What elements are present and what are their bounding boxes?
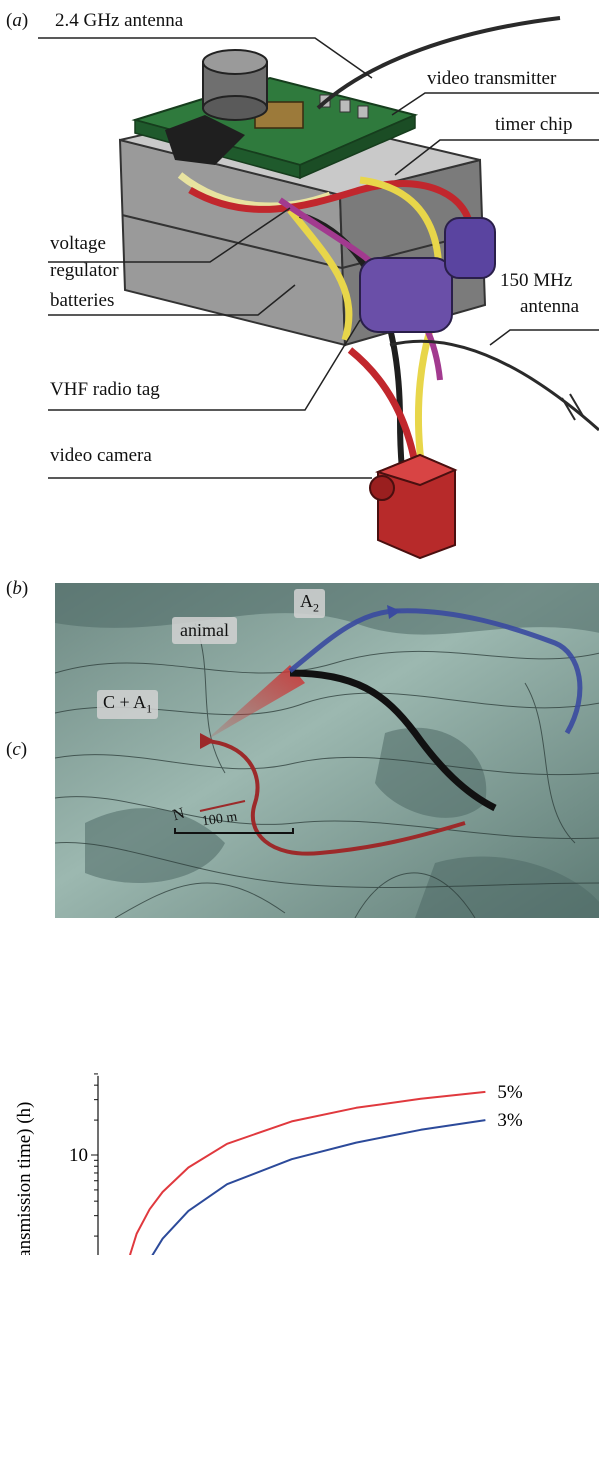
label-a2: A2 <box>294 589 325 618</box>
callout-timer-chip: timer chip <box>495 114 573 135</box>
series-line-3pct <box>151 1119 486 1255</box>
terrain-map <box>55 583 599 918</box>
panel-b-label: (b) <box>6 578 29 599</box>
antenna-150-wire <box>389 339 599 432</box>
leader-timer-chip <box>394 139 599 176</box>
callout-voltage-line1: voltage <box>50 233 106 254</box>
cylinder-component <box>202 49 268 121</box>
scale-bar <box>174 828 294 834</box>
callout-video-camera: video camera <box>50 445 152 466</box>
leader-batteries <box>48 284 296 316</box>
track-a2 <box>288 608 583 735</box>
label-animal: animal <box>172 617 237 644</box>
callout-video-transmitter: video transmitter <box>427 68 557 89</box>
transmission-chart: 0.11100100020003000bird mass (g)log (vid… <box>14 1073 523 1255</box>
camera-view-cone <box>205 665 305 741</box>
series-line-5pct <box>129 1090 486 1255</box>
a2-marker <box>387 605 401 619</box>
chart-series: 5%3% <box>129 1082 523 1255</box>
leader-video-transmitter <box>391 92 599 116</box>
panel-a: (a) <box>0 0 599 560</box>
video-camera <box>369 453 458 560</box>
chart-axes: 0.11100100020003000bird mass (g)log (vid… <box>14 1073 99 1255</box>
panel-a-label: (a) <box>6 10 29 31</box>
callout-150mhz-line2: antenna <box>520 296 580 317</box>
annotation-video-transmission-time: video-transmission time <box>266 1254 449 1255</box>
callout-voltage-line2: regulator <box>50 260 119 281</box>
leader-lines <box>38 37 599 479</box>
series-label-3pct: 3% <box>497 1110 522 1131</box>
terrain-relief <box>55 583 599 918</box>
callout-150mhz-line1: 150 MHz <box>500 270 573 291</box>
panel-b: (b) <box>0 570 599 728</box>
vhf-radio-tag <box>359 217 496 333</box>
panel-c-label: (c) <box>6 739 28 760</box>
y-tick-label: 10 <box>69 1145 88 1166</box>
leader-voltage-regulator <box>48 207 291 263</box>
leader-150mhz <box>489 329 599 346</box>
c-a1-marker <box>200 733 215 749</box>
north-arrow <box>199 800 246 812</box>
antenna-24-wire <box>316 16 561 110</box>
chart-annotations: video-transmission timerealised video re… <box>266 1254 449 1255</box>
track-c-a1 <box>204 739 466 856</box>
device-illustration <box>38 16 599 560</box>
callout-batteries: batteries <box>50 290 115 311</box>
label-c-a1: C + A1 <box>97 690 159 719</box>
track-animal <box>289 669 497 812</box>
leader-vhf-tag <box>48 319 361 411</box>
callout-2-4ghz-antenna: 2.4 GHz antenna <box>55 10 184 31</box>
y-axis-label: log (video-transmission time) (h) <box>14 1102 35 1255</box>
series-label-5pct: 5% <box>497 1082 522 1103</box>
callout-vhf-radio-tag: VHF radio tag <box>50 379 160 400</box>
leader-antenna-24 <box>38 37 373 79</box>
